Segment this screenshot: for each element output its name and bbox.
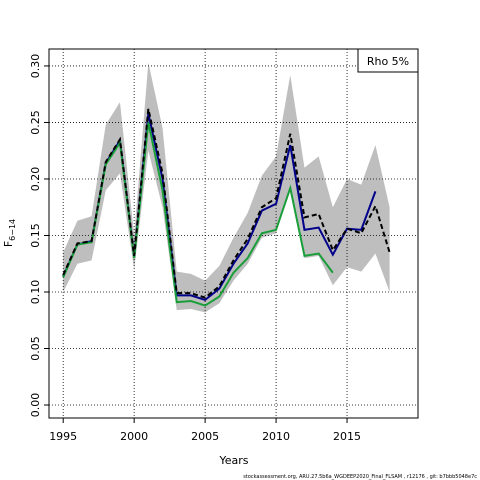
x-axis-label: Years (218, 454, 248, 467)
y-tick-label: 0.15 (29, 223, 42, 248)
plot-frame (48, 48, 419, 419)
y-tick-label: 0.25 (29, 110, 42, 135)
y-tick-label: 0.05 (29, 336, 42, 361)
x-tick-label: 1995 (49, 430, 77, 443)
series-line (62, 108, 391, 299)
y-tick-label: 0.20 (29, 167, 42, 192)
x-tick-label: 2015 (333, 430, 361, 443)
x-tick-label: 2005 (191, 430, 219, 443)
footer: stockassessment.org, ARU.27.5b6a_WGDEEP2… (243, 474, 477, 480)
confidence-band (63, 62, 390, 313)
series-line (62, 122, 334, 307)
y-tick-label: 0.30 (29, 54, 42, 79)
x-tick-label: 2010 (262, 430, 290, 443)
legend-box (357, 48, 419, 73)
y-tick-label: 0.10 (29, 280, 42, 305)
y-axis-label: F6−14 (2, 219, 17, 247)
legend-text: Rho 5% (367, 55, 409, 68)
y-tick-label: 0.00 (29, 393, 42, 418)
x-tick-label: 2000 (120, 430, 148, 443)
